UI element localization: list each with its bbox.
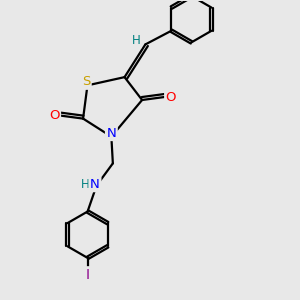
Text: N: N <box>106 127 116 140</box>
Text: O: O <box>49 109 59 122</box>
Text: H: H <box>131 34 140 47</box>
Text: H: H <box>81 178 90 191</box>
Text: O: O <box>166 91 176 103</box>
Text: S: S <box>82 75 90 88</box>
Text: I: I <box>85 268 90 282</box>
Text: N: N <box>90 178 100 191</box>
